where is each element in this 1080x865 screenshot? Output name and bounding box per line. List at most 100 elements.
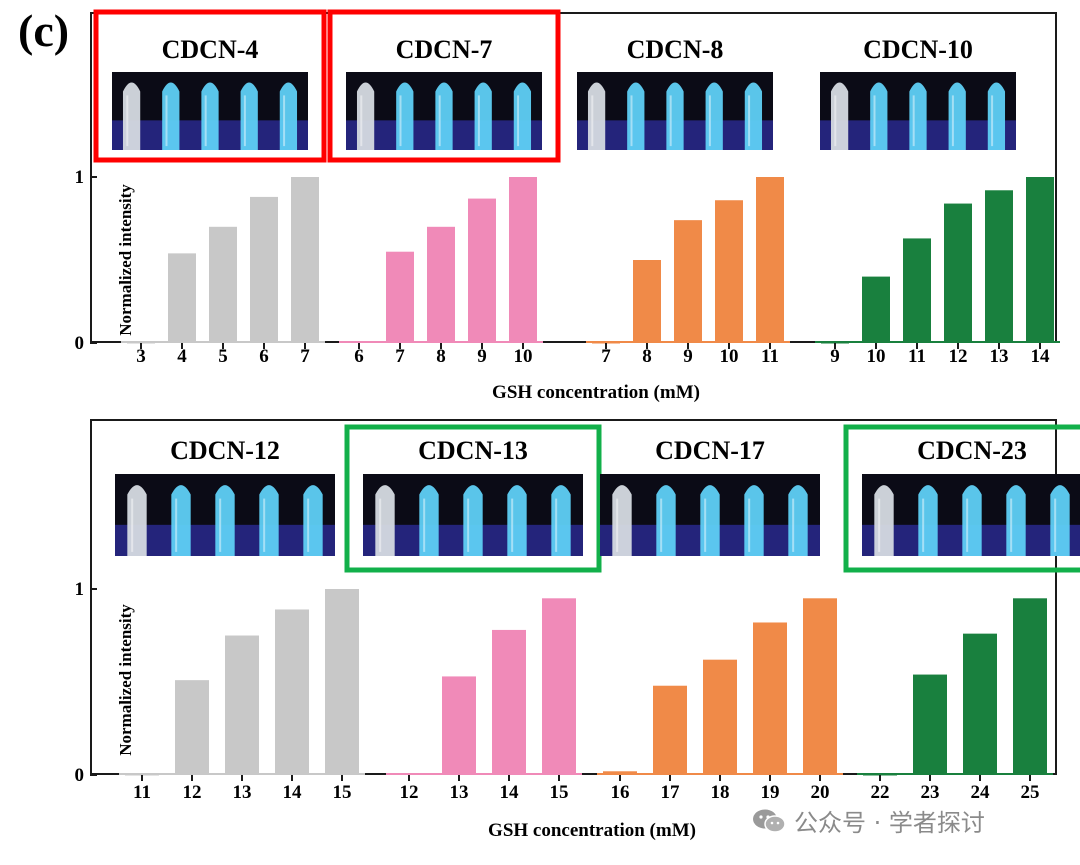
vial-tube — [396, 82, 414, 150]
x-tick-label: 7 — [300, 346, 310, 367]
vial-tube — [1006, 485, 1026, 556]
watermark: 公众号 · 学者探讨 — [752, 803, 985, 838]
x-tick-label: 5 — [218, 346, 228, 367]
x-tick-label: 19 — [761, 782, 780, 803]
bar — [674, 220, 702, 343]
x-tick-label: 13 — [450, 782, 469, 803]
vial-tube — [656, 485, 676, 556]
vial-tube — [375, 485, 395, 556]
bar — [913, 674, 947, 775]
highlight-box — [327, 9, 561, 163]
chart-bottom: 0 1 CDCN-12 11 12 13 14 15 CDCN-13 12 13 14 15 CDCN-1… — [75, 419, 1080, 803]
bar — [250, 196, 278, 343]
x-tick-label: 8 — [642, 346, 652, 367]
vial-tube — [587, 82, 606, 150]
x-tick-label: 13 — [990, 346, 1009, 367]
y-tick-label: 1 — [75, 579, 85, 600]
bar — [386, 251, 414, 343]
highlight-box — [843, 424, 1080, 573]
bar — [392, 773, 426, 775]
sample-title: CDCN-7 — [396, 35, 493, 64]
bar — [862, 276, 890, 343]
vial-tube — [127, 485, 147, 556]
vial-tube — [918, 485, 938, 556]
x-tick-label: 4 — [177, 346, 187, 367]
bar — [653, 685, 687, 775]
y-tick-label: 0 — [75, 765, 85, 786]
x-tick-label: 14 — [1031, 346, 1051, 367]
vial-tube — [171, 485, 191, 556]
highlight-box — [93, 9, 327, 163]
bar — [275, 609, 309, 775]
bar — [442, 676, 476, 775]
x-tick-label: 9 — [830, 346, 840, 367]
sample-title: CDCN-10 — [863, 35, 973, 64]
x-tick-label: 9 — [683, 346, 693, 367]
bar — [903, 238, 931, 343]
y-tick-label: 0 — [75, 333, 85, 354]
vial-tube — [474, 82, 492, 150]
vial-tube — [948, 82, 966, 150]
vial-tube — [162, 82, 180, 150]
x-tick-label: 14 — [283, 782, 303, 803]
x-tick-label: 7 — [601, 346, 611, 367]
x-tick-label: 14 — [500, 782, 520, 803]
vial-tube — [507, 485, 527, 556]
x-tick-label: 10 — [514, 346, 533, 367]
x-tick-label: 16 — [611, 782, 630, 803]
wechat-icon — [753, 809, 786, 833]
vial-tube — [788, 485, 808, 556]
x-tick-label: 12 — [400, 782, 419, 803]
vial-tube — [435, 82, 453, 150]
vial-tube — [870, 82, 888, 150]
x-tick-label: 20 — [811, 782, 830, 803]
watermark-text: 公众号 · 学者探讨 — [794, 809, 985, 837]
vial-tube — [463, 485, 483, 556]
x-tick-label: 3 — [136, 346, 146, 367]
x-tick-label: 25 — [1021, 782, 1040, 803]
bar — [1013, 598, 1047, 775]
x-tick-label: 11 — [133, 782, 151, 803]
vial-tube — [240, 82, 258, 150]
vial-tube — [744, 82, 763, 150]
x-axis-label-bottom: GSH concentration (mM) — [488, 820, 696, 841]
vial-tube — [201, 82, 219, 150]
x-tick-label: 6 — [354, 346, 364, 367]
vial-tube — [874, 485, 894, 556]
x-tick-label: 12 — [949, 346, 968, 367]
x-tick-label: 23 — [921, 782, 940, 803]
vial-tube — [962, 485, 982, 556]
vial-photo — [862, 474, 1080, 556]
y-axis-label-bottom: Normalized intensity — [115, 604, 135, 756]
sample-title: CDCN-13 — [418, 436, 528, 465]
vial-photo — [112, 72, 308, 150]
bar — [291, 177, 319, 343]
sample-title: CDCN-17 — [655, 436, 765, 465]
bar — [209, 226, 237, 343]
x-tick-label: 8 — [436, 346, 446, 367]
bar — [753, 622, 787, 775]
bar — [944, 203, 972, 343]
vial-tube — [1050, 485, 1070, 556]
x-tick-label: 15 — [550, 782, 569, 803]
x-tick-label: 22 — [871, 782, 890, 803]
bar — [603, 771, 637, 775]
vial-tube — [700, 485, 720, 556]
bar — [542, 598, 576, 775]
y-tick-label: 1 — [75, 167, 85, 188]
x-tick-label: 7 — [395, 346, 405, 367]
x-tick-label: 18 — [711, 782, 730, 803]
vial-tube — [987, 82, 1006, 150]
vial-photo — [577, 72, 773, 150]
sample-title: CDCN-12 — [170, 436, 280, 465]
vial-tube — [830, 82, 849, 150]
bar — [803, 598, 837, 775]
sample-title: CDCN-8 — [627, 35, 724, 64]
vial-photo — [820, 72, 1016, 150]
bar — [168, 253, 196, 343]
x-tick-label: 15 — [333, 782, 352, 803]
bar — [225, 635, 259, 775]
x-tick-label: 13 — [233, 782, 252, 803]
vial-tube — [259, 485, 279, 556]
vial-tube — [513, 82, 532, 150]
